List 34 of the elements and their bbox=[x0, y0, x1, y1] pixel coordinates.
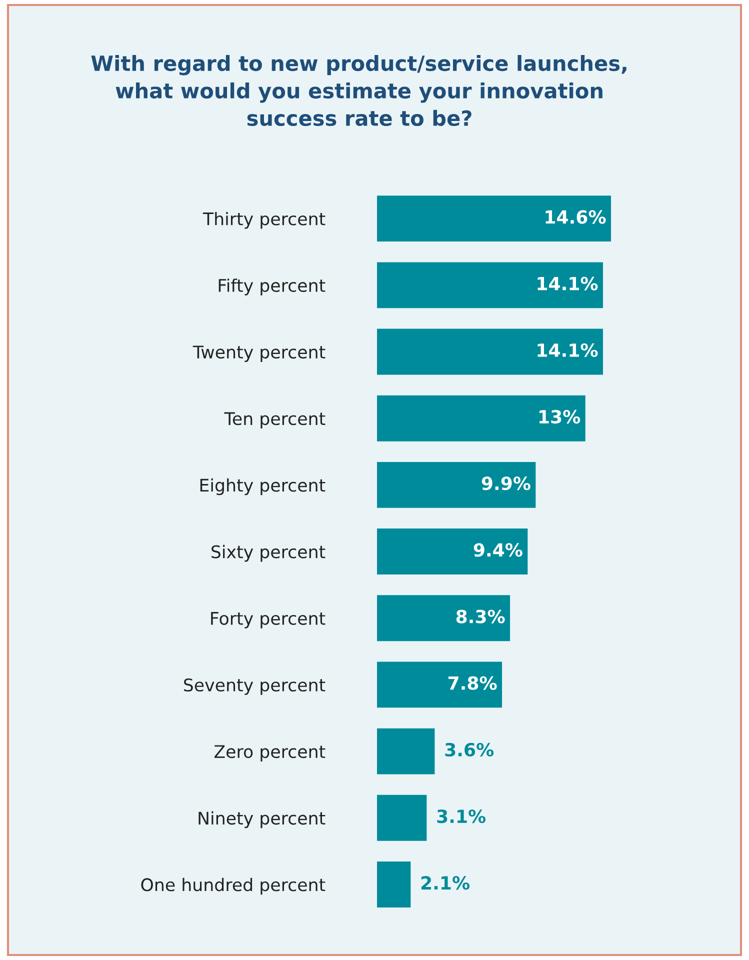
bar bbox=[377, 728, 435, 774]
data-label: 9.4% bbox=[474, 543, 522, 557]
bar bbox=[377, 861, 411, 908]
data-label: 13% bbox=[539, 410, 580, 424]
bar bbox=[377, 528, 528, 574]
y-tick-label: Twenty percent bbox=[192, 346, 326, 362]
data-label: 2.1% bbox=[421, 876, 470, 890]
y-tick-label: Thirty percent bbox=[202, 212, 326, 229]
data-label: 3.1% bbox=[437, 809, 486, 824]
data-label: 7.8% bbox=[448, 676, 497, 690]
data-label: 9.9% bbox=[482, 476, 530, 490]
y-tick-label: Zero percent bbox=[214, 745, 326, 762]
bar bbox=[377, 395, 586, 442]
data-label: 14.6% bbox=[546, 210, 606, 224]
y-tick-label: Ninety percent bbox=[198, 811, 326, 828]
data-label: 14.1% bbox=[538, 343, 598, 357]
data-label: 8.3% bbox=[456, 610, 505, 624]
y-tick-label: Sixty percent bbox=[212, 544, 326, 562]
data-label: 14.1% bbox=[538, 276, 598, 290]
bar bbox=[377, 196, 611, 242]
bar bbox=[377, 595, 510, 642]
bar bbox=[377, 794, 427, 841]
y-tick-label: Fifty percent bbox=[218, 278, 326, 296]
y-tick-label: Forty percent bbox=[211, 612, 326, 628]
bar bbox=[377, 662, 502, 708]
y-tick-label: One hundred percent bbox=[141, 878, 326, 895]
chart-title: With regard to new product/service launches, what would you estimate your innovation success rate to be? bbox=[91, 55, 626, 126]
bar bbox=[377, 462, 536, 508]
y-tick-label: Eighty percent bbox=[200, 478, 326, 496]
data-label: 3.6% bbox=[445, 742, 494, 757]
bar bbox=[377, 262, 603, 308]
bar bbox=[377, 328, 603, 375]
y-tick-label: Ten percent bbox=[224, 412, 326, 429]
y-tick-label: Seventy percent bbox=[184, 678, 326, 695]
